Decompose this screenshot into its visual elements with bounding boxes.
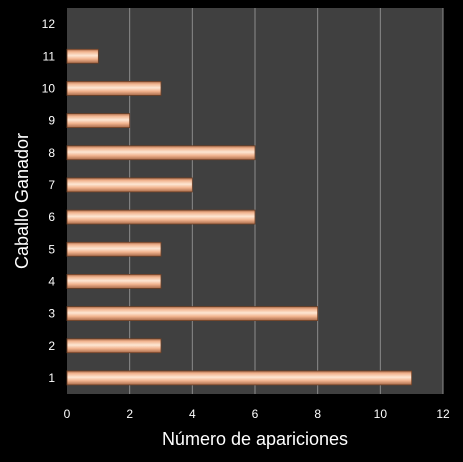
- bar: [66, 241, 162, 257]
- y-tick-label: 7: [48, 178, 55, 192]
- y-tick-label: 1: [48, 371, 55, 385]
- x-tick-label: 2: [126, 407, 133, 421]
- y-axis-title: Caballo Ganador: [12, 133, 32, 269]
- x-tick-label: 12: [436, 407, 450, 421]
- bar: [66, 145, 256, 161]
- bar: [66, 177, 193, 193]
- y-tick-label: 6: [48, 210, 55, 224]
- bar: [66, 113, 131, 128]
- bar: [66, 306, 319, 321]
- x-tick-label: 4: [189, 407, 196, 421]
- bar: [66, 81, 162, 96]
- y-tick-label: 3: [48, 307, 55, 321]
- y-tick-label: 4: [48, 274, 55, 288]
- x-tick-label: 8: [314, 407, 321, 421]
- y-tick-label: 10: [42, 81, 56, 95]
- gridlines: [129, 8, 444, 394]
- bar: [66, 274, 162, 289]
- x-tick-labels: 0 2 4 6 8 10 12: [64, 407, 450, 421]
- bar: [66, 338, 162, 354]
- y-tick-label: 5: [48, 242, 55, 256]
- y-tick-label: 12: [42, 17, 56, 31]
- bar: [66, 209, 256, 225]
- y-tick-label: 11: [43, 49, 56, 63]
- bar-series: [66, 48, 413, 386]
- x-tick-label: 0: [64, 407, 71, 421]
- x-tick-label: 6: [252, 407, 259, 421]
- bar: [66, 370, 413, 386]
- y-tick-label: 8: [48, 146, 55, 160]
- x-axis-title: Número de apariciones: [162, 429, 348, 449]
- bar: [66, 48, 99, 64]
- y-tick-label: 9: [48, 114, 55, 128]
- y-tick-label: 2: [48, 339, 55, 353]
- x-tick-label: 10: [374, 407, 388, 421]
